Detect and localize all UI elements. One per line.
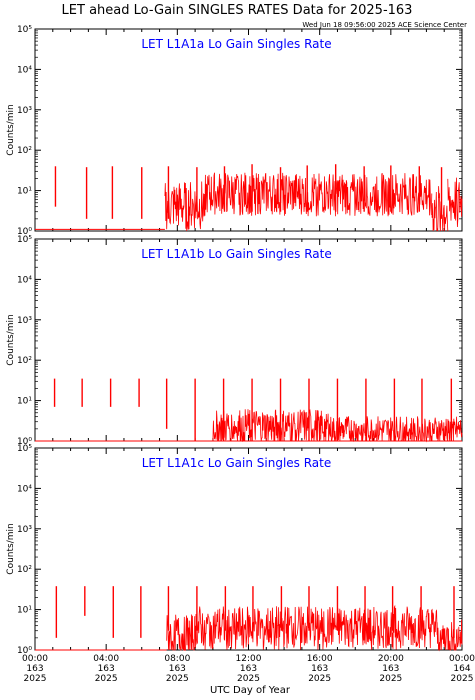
y-tick-label: 10² (17, 356, 32, 366)
x-tick-time: 12:00 (236, 654, 262, 664)
y-tick-label: 10⁵ (17, 444, 32, 454)
x-tick-day: 163 (382, 664, 399, 674)
noise-trace (431, 186, 449, 232)
x-tick-time: 04:00 (93, 654, 119, 664)
time-axis-labels: 00:00163202504:00163202508:00163202512:0… (22, 654, 475, 684)
panel-title: LET L1A1c Lo Gain Singles Rate (142, 456, 332, 470)
x-axis-label: UTC Day of Year (210, 685, 291, 696)
noise-trace (212, 409, 329, 443)
panel-3: 10⁰ 10¹ 10² 10³ 10⁴ 10⁵ Counts/min LET L1A1c Lo… (6, 444, 463, 656)
y-tick-label: 10⁰ (17, 227, 32, 237)
timestamp-label: Wed Jun 18 09:56:00 2025 ACE Science Cen… (302, 21, 467, 29)
y-tick-label: 10¹ (17, 397, 32, 407)
x-tick-year: 2025 (24, 674, 47, 684)
noise-trace (164, 181, 205, 232)
x-tick-time: 16:00 (307, 654, 333, 664)
x-tick-year: 2025 (166, 674, 189, 684)
y-axis-label: Counts/min (6, 314, 16, 365)
x-tick-day: 164 (453, 664, 470, 674)
y-axis-label: Counts/min (6, 523, 16, 574)
x-tick-day: 163 (240, 664, 257, 674)
y-tick-label: 10⁴ (17, 275, 32, 285)
x-tick-year: 2025 (379, 674, 402, 684)
y-tick-label: 10⁵ (17, 235, 32, 245)
panel-title: LET L1A1a Lo Gain Singles Rate (141, 37, 331, 51)
x-tick-year: 2025 (95, 674, 118, 684)
figure-title: LET ahead Lo-Gain SINGLES RATES Data for… (62, 3, 413, 18)
x-tick-time: 08:00 (164, 654, 190, 664)
x-tick-day: 163 (26, 664, 43, 674)
x-tick-time: 00:00 (22, 654, 48, 664)
noise-trace (328, 416, 463, 443)
x-tick-year: 2025 (237, 674, 260, 684)
data-series (35, 164, 463, 232)
plot-frame (34, 238, 463, 442)
y-tick-label: 10⁰ (17, 437, 32, 447)
data-series (35, 586, 463, 652)
noise-trace (436, 619, 463, 652)
y-axis-label: Counts/min (6, 104, 16, 155)
noise-trace (447, 177, 463, 228)
panels-group: 10⁰ 10¹ 10² 10³ 10⁴ 10⁵ Counts/min LET L1A1a Lo… (6, 25, 463, 656)
panel-2: 10⁰ 10¹ 10² 10³ 10⁴ 10⁵ Counts/min LET L1A1b Lo… (6, 235, 463, 447)
noise-trace (203, 172, 433, 217)
x-tick-time: 00:00 (449, 654, 475, 664)
y-tick-label: 10⁴ (17, 65, 32, 75)
panel-title: LET L1A1b Lo Gain Singles Rate (141, 247, 332, 261)
panel-1: 10⁰ 10¹ 10² 10³ 10⁴ 10⁵ Counts/min LET L1A1a Lo… (6, 25, 463, 237)
y-tick-label: 10¹ (17, 187, 32, 197)
y-tick-label: 10⁵ (17, 25, 32, 35)
y-tick-label: 10⁰ (17, 646, 32, 656)
x-tick-time: 20:00 (378, 654, 404, 664)
x-tick-year: 2025 (451, 674, 474, 684)
x-tick-day: 163 (311, 664, 328, 674)
y-tick-label: 10³ (17, 106, 32, 116)
y-tick-label: 10³ (17, 316, 32, 326)
y-tick-label: 10² (17, 146, 32, 156)
y-tick-label: 10¹ (17, 606, 32, 616)
noise-trace (166, 614, 196, 651)
y-tick-label: 10³ (17, 525, 32, 535)
x-tick-day: 163 (98, 664, 115, 674)
y-tick-label: 10⁴ (17, 484, 32, 494)
data-series (35, 378, 463, 443)
x-tick-year: 2025 (308, 674, 331, 684)
x-tick-day: 163 (169, 664, 186, 674)
noise-trace (194, 604, 438, 650)
y-tick-label: 10² (17, 565, 32, 575)
